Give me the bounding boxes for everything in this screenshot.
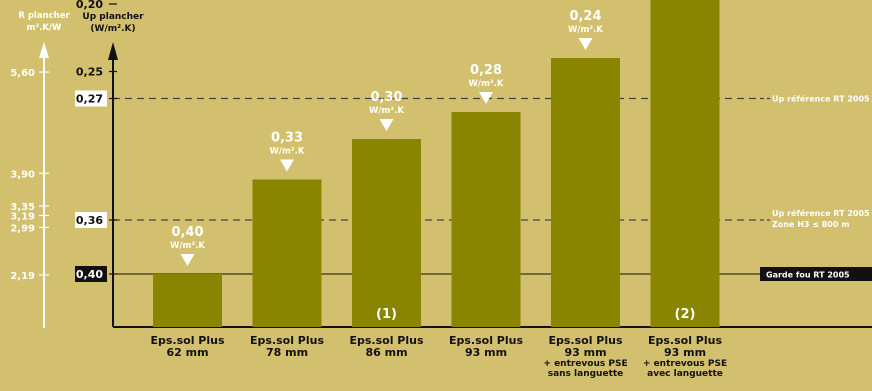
category-label-5-line-1: Eps.sol Plus: [548, 334, 622, 347]
r-tick-label-5: 2,99: [10, 223, 35, 234]
up-tick-label-3: 0,25: [76, 66, 103, 79]
bar-pointer-5: [578, 38, 593, 50]
r-tick-label-6: 2,19: [10, 271, 35, 282]
bar-pointer-4: [479, 92, 493, 104]
category-label-5-line-2: 93 mm: [564, 346, 606, 359]
category-label-6-line-2: 93 mm: [664, 346, 706, 359]
garde-fou-box: [760, 267, 872, 281]
garde-fou-label: Garde fou RT 2005: [766, 271, 850, 280]
bar-value-label-2: 0,33: [271, 131, 303, 146]
bar-value-label-3: 0,30: [370, 90, 402, 105]
bar-unit-label-2: W/m².K: [270, 147, 305, 157]
bar-pointer-2: [280, 159, 294, 172]
category-label-1-line-1: Eps.sol Plus: [150, 334, 224, 347]
category-label-1-line-2: 62 mm: [166, 346, 208, 359]
bar-unit-label-5: W/m².K: [568, 25, 603, 35]
bar-2: [252, 179, 322, 327]
category-label-2-line-1: Eps.sol Plus: [250, 334, 324, 347]
up-tick-box-5: [75, 212, 107, 228]
bar-note-3: (1): [376, 307, 397, 322]
bar-6: [650, 0, 720, 327]
category-label-6-line-1: Eps.sol Plus: [648, 334, 722, 347]
bar-1: [153, 274, 222, 327]
category-label-6-line-3: + entrevous PSE: [643, 359, 727, 369]
bar-value-label-4: 0,28: [470, 63, 502, 78]
bar-pointer-3: [379, 119, 394, 131]
r-tick-label-3: 3,35: [10, 202, 35, 213]
r-tick-label-4: 3,19: [10, 212, 35, 223]
reference-label-2: Up référence RT 2005: [772, 208, 870, 218]
bar-3: [352, 139, 421, 327]
bar-pointer-1: [180, 254, 195, 266]
category-label-3-line-1: Eps.sol Plus: [349, 334, 423, 347]
up-tick-label-2: 0,20: [76, 0, 103, 11]
bar-unit-label-4: W/m².K: [469, 79, 504, 89]
r-tick-label-1: 5,60: [10, 68, 35, 79]
category-label-5-line-4: sans languette: [548, 369, 624, 379]
category-label-4-line-2: 93 mm: [465, 346, 507, 359]
up-tick-box-6: [75, 266, 107, 282]
up-axis-arrow: [108, 42, 118, 60]
category-label-5-line-3: + entrevous PSE: [543, 359, 627, 369]
up-axis-title: Up plancher: [82, 12, 144, 22]
bar-note-6: (2): [675, 307, 696, 322]
category-label-6-line-4: avec languette: [647, 369, 723, 379]
category-label-3-line-2: 86 mm: [365, 346, 407, 359]
bar-value-label-5: 0,24: [569, 9, 601, 24]
up-tick-label-5: 0,36: [76, 214, 103, 227]
up-tick-box-4: [75, 90, 107, 107]
r-axis-arrow: [39, 42, 49, 58]
bar-unit-label-3: W/m².K: [369, 106, 404, 116]
bar-unit-label-1: W/m².K: [170, 241, 205, 251]
up-tick-label-4: 0,27: [76, 93, 103, 106]
up-axis-unit: (W/m².K): [90, 24, 135, 34]
reference-sublabel-2: Zone H3 ≤ 800 m: [772, 220, 850, 229]
reference-label-1: Up référence RT 2005: [772, 94, 870, 104]
bar-5: [551, 58, 620, 327]
up-tick-label-6: 0,40: [76, 268, 103, 281]
r-axis-title: R plancher: [18, 11, 70, 21]
category-label-4-line-1: Eps.sol Plus: [449, 334, 523, 347]
r-tick-label-2: 3,90: [10, 169, 35, 180]
category-label-2-line-2: 78 mm: [266, 346, 308, 359]
bar-value-label-1: 0,40: [171, 225, 203, 240]
bar-4: [451, 112, 521, 327]
r-axis-unit: m².K/W: [27, 23, 63, 33]
